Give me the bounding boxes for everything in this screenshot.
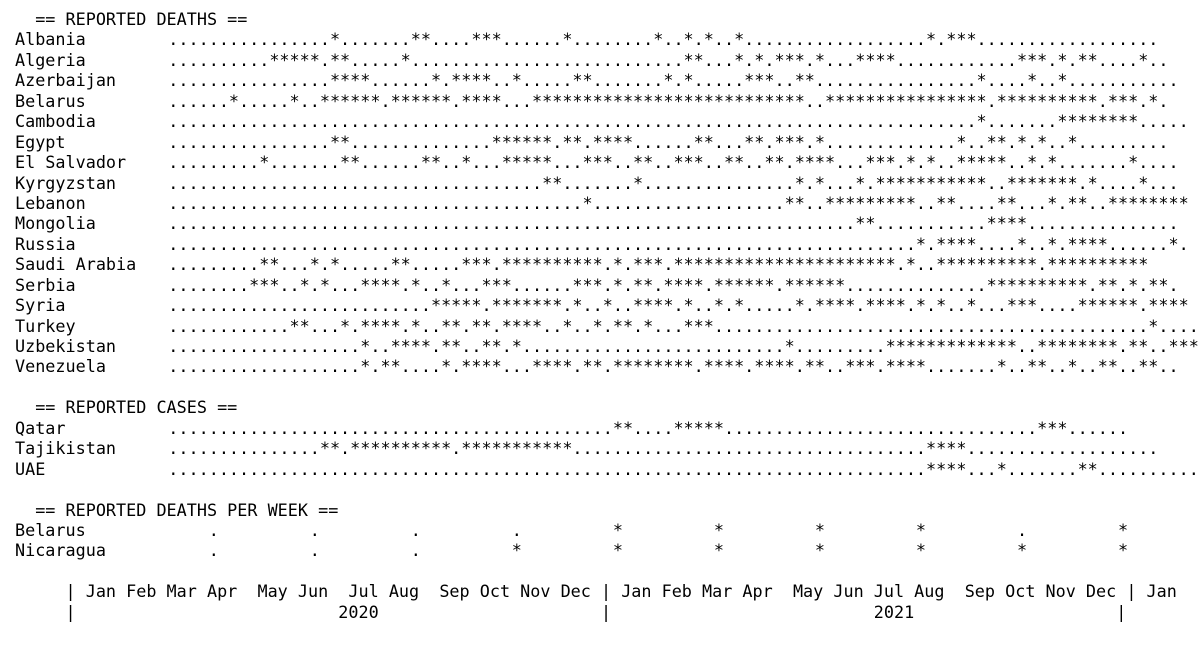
- row-pattern: ..........*****.**.....*................…: [168, 49, 1169, 70]
- axis-spacer: [15, 561, 1201, 581]
- row-label: Syria: [15, 295, 66, 316]
- row-label: Serbia: [15, 274, 76, 295]
- row-label: UAE: [15, 458, 46, 479]
- row-pattern: ........................................…: [168, 111, 1189, 132]
- row-pattern: .........**...*.*.....**.....***.*******…: [168, 254, 1149, 275]
- row-pattern: ........................................…: [168, 213, 1179, 234]
- row-pattern: ........................................…: [168, 192, 1189, 213]
- section-spacer: [15, 479, 1201, 499]
- chart-row: Serbia ........***..*.*...****.*..*...***…: [15, 275, 1201, 295]
- row-pattern: ...................*..****.**..**.*.....…: [168, 336, 1199, 356]
- row-pattern: ............**...*.****.*..**.**.****..*…: [168, 315, 1201, 336]
- row-label: Lebanon: [15, 192, 86, 213]
- row-label: Kyrgyzstan: [15, 172, 117, 193]
- row-label: Turkey: [15, 315, 76, 336]
- row-label: Azerbaijan: [15, 70, 117, 91]
- chart-row: Belarus . . . . * * * * . *: [15, 520, 1201, 540]
- chart-row: Kyrgyzstan..............................…: [15, 173, 1201, 193]
- row-label: Algeria: [15, 49, 86, 70]
- row-pattern: ................****......*.****..*.....…: [168, 70, 1179, 91]
- row-label: Russia: [15, 233, 76, 254]
- row-label: Albania: [15, 29, 86, 50]
- row-label: Qatar: [15, 417, 66, 438]
- row-label: Nicaragua: [15, 540, 106, 561]
- row-pattern: ......*.....*..******.******.****...****…: [168, 90, 1169, 111]
- chart-row: Egypt ................**..............***…: [15, 132, 1201, 152]
- row-pattern: ..........................*****.*******.…: [168, 295, 1189, 316]
- row-pattern: ........................................…: [168, 458, 1199, 479]
- row-pattern: .........*.......**......**..*...*****..…: [168, 152, 1179, 173]
- section-spacer: [15, 377, 1201, 397]
- chart-row: UAE.....................................…: [15, 459, 1201, 479]
- chart-row: Belarus ......*.....*..******.******.****…: [15, 91, 1201, 111]
- chart-row: Tajikistan ...............**.**********.*…: [15, 438, 1201, 458]
- row-label: Uzbekistan: [15, 336, 117, 356]
- row-label: Tajikistan: [15, 438, 117, 459]
- row-label: Belarus: [15, 519, 86, 540]
- row-label: Belarus: [15, 90, 86, 111]
- chart-row: El Salvador .........*.......**......**..…: [15, 152, 1201, 172]
- section-title: == REPORTED DEATHS ==: [15, 9, 248, 29]
- chart-row: Venezuela ...................*.**....*.**…: [15, 356, 1201, 376]
- row-label: Cambodia: [15, 111, 96, 132]
- chart-row: Azerbaijan ................****......*.**…: [15, 70, 1201, 90]
- chart-row: Mongolia................................…: [15, 213, 1201, 233]
- section-title: == REPORTED CASES ==: [15, 397, 238, 418]
- row-label: Egypt: [15, 131, 66, 152]
- chart-row: Algeria ..........*****.**.....*.........…: [15, 50, 1201, 70]
- row-pattern: . . . * * * * * * *: [168, 540, 1129, 561]
- row-pattern: .....................................**.…: [168, 172, 1179, 193]
- row-label: Venezuela: [15, 356, 106, 377]
- row-label: Mongolia: [15, 213, 96, 234]
- chart-row: Albania ................*.......**....***…: [15, 29, 1201, 49]
- x-axis-months: | Jan Feb Mar Apr May Jun Jul Aug Sep Oc…: [15, 581, 1177, 602]
- chart-row: Syria ..........................*****.***…: [15, 295, 1201, 315]
- row-pattern: ................**..............******.*…: [168, 131, 1169, 152]
- row-pattern: ................*.......**....***......*…: [168, 29, 1159, 50]
- x-axis-years: | 2020 | 2021 |: [15, 601, 1127, 622]
- chart-row: Uzbekistan ...................*..****.**.…: [15, 336, 1201, 356]
- chart-row: Cambodia................................…: [15, 111, 1201, 131]
- row-pattern: ........................................…: [168, 417, 1129, 438]
- chart-row: Qatar...................................…: [15, 418, 1201, 438]
- section-title: == REPORTED DEATHS PER WEEK ==: [15, 499, 339, 520]
- row-pattern: ........................................…: [168, 233, 1189, 254]
- row-pattern: ...................*.**....*.****...****…: [168, 356, 1179, 377]
- row-pattern: ........***..*.*...****.*..*...***......…: [168, 274, 1179, 295]
- chart-row: Saudi Arabia .........**...*.*.....**....…: [15, 254, 1201, 274]
- chart-row: Lebanon.................................…: [15, 193, 1201, 213]
- row-pattern: ...............**.**********.***********…: [168, 438, 1159, 459]
- row-pattern: . . . . * * * * . *: [168, 519, 1129, 540]
- row-label: Saudi Arabia: [15, 254, 137, 275]
- chart-row: Nicaragua . . . * * * * * * *: [15, 540, 1201, 560]
- row-label: El Salvador: [15, 152, 127, 173]
- chart-row: Russia..................................…: [15, 234, 1201, 254]
- chart-row: Turkey ............**...*.****.*..**.**.*…: [15, 316, 1201, 336]
